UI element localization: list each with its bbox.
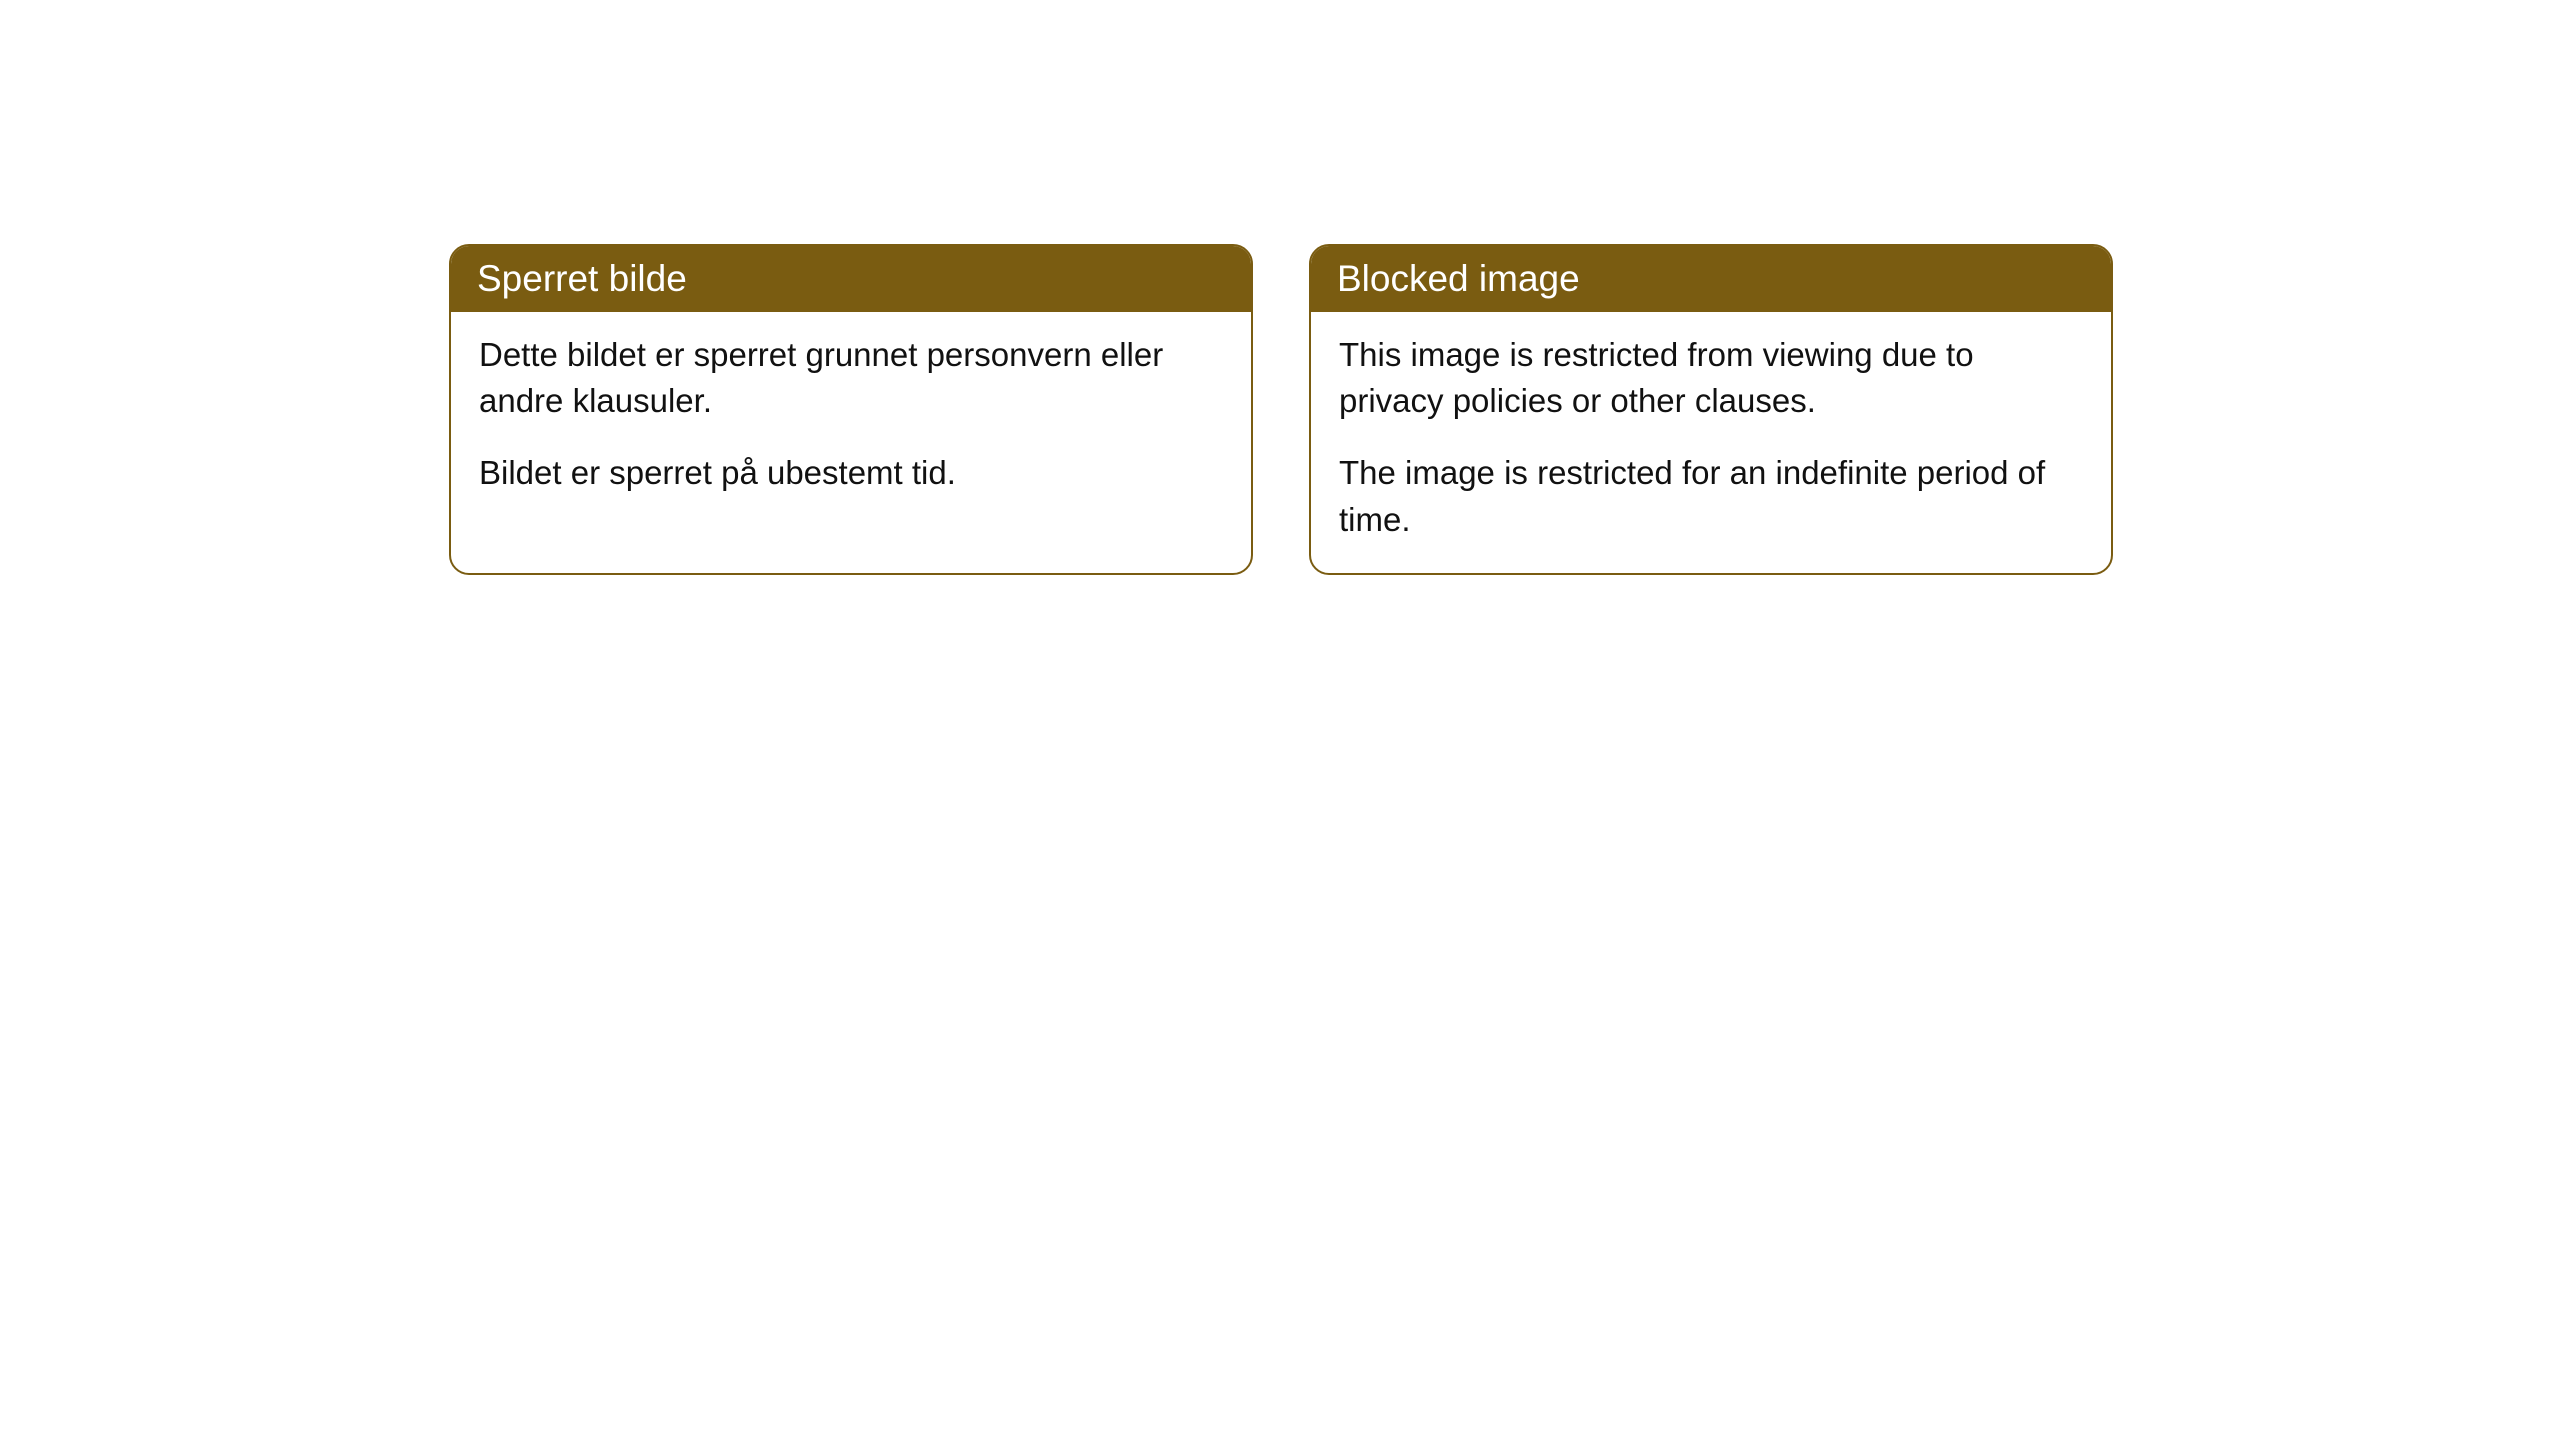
blocked-image-card-english: Blocked image This image is restricted f…	[1309, 244, 2113, 575]
card-header: Sperret bilde	[451, 246, 1251, 312]
notice-cards-container: Sperret bilde Dette bildet er sperret gr…	[449, 244, 2113, 575]
card-title: Blocked image	[1337, 258, 1580, 299]
card-body: This image is restricted from viewing du…	[1311, 312, 2111, 573]
card-paragraph: The image is restricted for an indefinit…	[1339, 450, 2083, 542]
card-paragraph: This image is restricted from viewing du…	[1339, 332, 2083, 424]
card-body: Dette bildet er sperret grunnet personve…	[451, 312, 1251, 527]
card-header: Blocked image	[1311, 246, 2111, 312]
blocked-image-card-norwegian: Sperret bilde Dette bildet er sperret gr…	[449, 244, 1253, 575]
card-paragraph: Dette bildet er sperret grunnet personve…	[479, 332, 1223, 424]
card-title: Sperret bilde	[477, 258, 687, 299]
card-paragraph: Bildet er sperret på ubestemt tid.	[479, 450, 1223, 496]
